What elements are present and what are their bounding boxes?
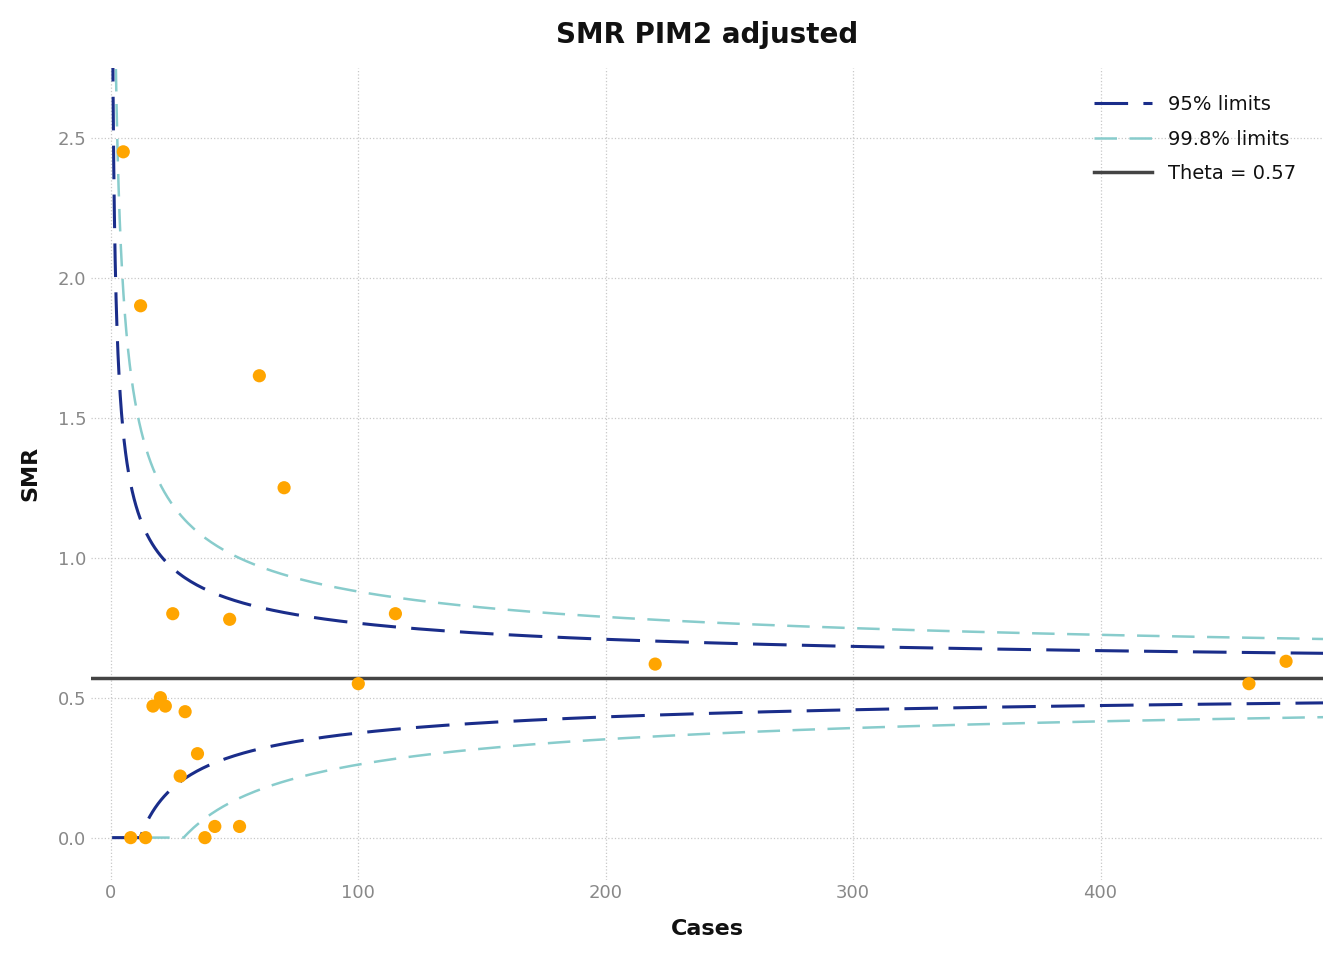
X-axis label: Cases: Cases [671, 919, 743, 939]
Point [194, 830, 215, 846]
Point [1275, 654, 1297, 669]
Point [644, 657, 665, 672]
Point [219, 612, 241, 627]
Point [273, 480, 294, 495]
Legend: 95% limits, 99.8% limits, Theta = 0.57: 95% limits, 99.8% limits, Theta = 0.57 [1086, 87, 1304, 191]
Point [204, 819, 226, 834]
Point [163, 606, 184, 621]
Point [228, 819, 250, 834]
Point [249, 368, 270, 383]
Y-axis label: SMR: SMR [22, 446, 40, 501]
Point [149, 690, 171, 706]
Point [348, 676, 370, 691]
Point [1238, 676, 1259, 691]
Point [142, 699, 164, 714]
Point [155, 699, 176, 714]
Point [130, 299, 152, 314]
Point [187, 746, 208, 761]
Point [113, 144, 134, 159]
Point [120, 830, 141, 846]
Title: SMR PIM2 adjusted: SMR PIM2 adjusted [556, 21, 859, 49]
Point [134, 830, 156, 846]
Point [175, 704, 196, 719]
Point [384, 606, 406, 621]
Point [169, 768, 191, 783]
